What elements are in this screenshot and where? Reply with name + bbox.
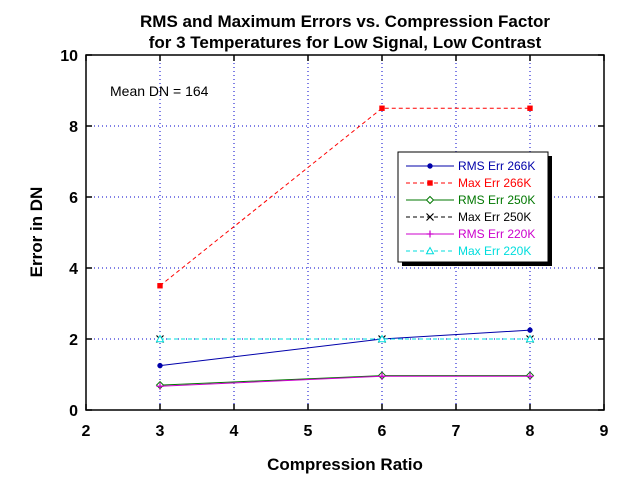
x-tick-label: 4 [230, 423, 239, 440]
x-tick-label: 9 [600, 423, 609, 440]
x-axis-label: Compression Ratio [267, 455, 423, 474]
data-point-s0-0 [157, 362, 163, 369]
chart-title: RMS and Maximum Errors vs. Compression F… [140, 12, 550, 31]
data-point-s1-0 [157, 283, 163, 289]
y-tick-label: 8 [69, 119, 78, 136]
chart-subtitle: for 3 Temperatures for Low Signal, Low C… [149, 33, 542, 52]
legend-swatch-marker [426, 213, 434, 221]
data-point-s1-1 [379, 105, 385, 111]
legend-swatch-marker [425, 195, 435, 205]
legend-swatch-marker [427, 180, 433, 186]
data-point-s4-0 [156, 382, 164, 390]
legend-swatch-marker [427, 163, 433, 169]
series-line-4 [159, 375, 530, 387]
series-line-0 [159, 329, 531, 367]
plot-frame [85, 54, 605, 411]
legend-box [397, 151, 549, 263]
legend-entry-2: RMS Err 250K [458, 193, 535, 207]
annotation-mean-dn: Mean DN = 164 [110, 83, 209, 99]
legend: RMS Err 266K Max Err 266K RMS Err 250K Max … [397, 151, 552, 266]
series-group [155, 105, 535, 390]
legend-entry-4: RMS Err 220K [458, 227, 535, 241]
data-point-s4-2 [526, 372, 534, 380]
y-tick-label: 0 [69, 403, 78, 420]
x-tick-label: 2 [82, 423, 91, 440]
legend-swatch-marker [425, 246, 435, 255]
x-tick-label: 3 [156, 423, 165, 440]
x-tick-label: 7 [452, 423, 461, 440]
y-tick-label: 10 [60, 48, 78, 65]
x-tick-label: 8 [526, 423, 535, 440]
legend-entry-5: Max Err 220K [458, 244, 531, 258]
y-axis-label: Error in DN [27, 187, 46, 278]
x-tick-label: 5 [304, 423, 313, 440]
data-point-s5-1 [377, 334, 387, 343]
data-point-s5-2 [525, 334, 535, 343]
legend-entry-1: Max Err 266K [458, 176, 531, 190]
legend-swatch-marker [426, 230, 434, 238]
y-tick-label: 2 [69, 332, 78, 349]
series-line-1 [159, 107, 530, 287]
x-tick-label: 6 [378, 423, 387, 440]
data-point-s4-1 [378, 372, 386, 380]
data-point-s0-2 [527, 327, 533, 333]
y-tick-label: 4 [69, 261, 78, 278]
data-point-s1-2 [527, 105, 533, 111]
legend-entry-3: Max Err 250K [458, 210, 531, 224]
y-tick-label: 6 [69, 190, 78, 207]
data-point-s5-0 [155, 334, 165, 343]
legend-entry-0: RMS Err 266K [458, 159, 535, 173]
